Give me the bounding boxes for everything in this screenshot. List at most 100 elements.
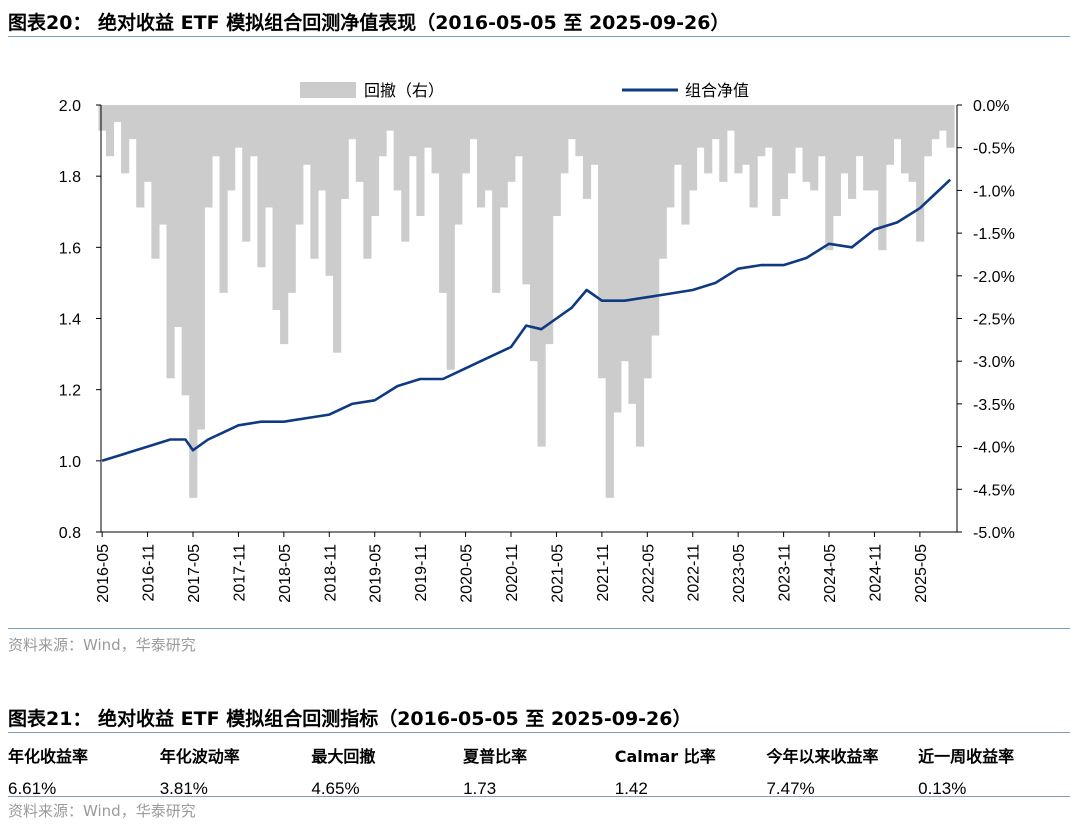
drawdown-bar — [476, 105, 486, 208]
x-tick-label: 2017-11 — [231, 544, 248, 602]
drawdown-bar — [401, 105, 410, 242]
drawdown-bar — [658, 105, 667, 259]
drawdown-bar — [98, 105, 107, 131]
y-left-tick-label: 0.8 — [59, 525, 81, 542]
drawdown-bar — [386, 105, 395, 131]
drawdown-bar — [310, 105, 319, 259]
drawdown-bar — [196, 105, 205, 430]
x-tick-label: 2020-11 — [504, 544, 521, 602]
drawdown-bar — [757, 105, 766, 157]
drawdown-bar — [681, 105, 690, 225]
drawdown-bar — [787, 105, 796, 174]
metric-value: 3.81% — [159, 779, 208, 798]
drawdown-bar — [514, 105, 523, 157]
source-rule-21 — [8, 796, 1070, 797]
drawdown-bar — [136, 105, 145, 208]
drawdown-bar — [393, 105, 402, 191]
drawdown-bar — [537, 105, 546, 447]
drawdown-bar — [174, 105, 183, 328]
drawdown-bar — [847, 105, 857, 199]
drawdown-bar — [643, 105, 652, 379]
metric-header: 近一周收益率 — [918, 747, 1015, 766]
y-right-tick-label: 0.0% — [973, 98, 1009, 115]
drawdown-bar — [704, 105, 713, 174]
drawdown-bar — [287, 105, 296, 293]
drawdown-bar — [302, 105, 311, 165]
legend: 回撤（右） 组合净值 — [300, 81, 749, 100]
drawdown-bar — [227, 105, 236, 191]
x-tick-label: 2019-05 — [368, 544, 385, 603]
y-left-tick-label: 1.6 — [59, 240, 81, 257]
x-tick-label: 2021-05 — [549, 544, 566, 603]
legend-drawdown-swatch — [300, 82, 356, 98]
legend-nav-label: 组合净值 — [685, 81, 749, 100]
drawdown-bar — [408, 105, 417, 157]
drawdown-bar — [151, 105, 160, 259]
y-right-tick-label: -2.5% — [973, 312, 1015, 329]
metric-value: 1.42 — [614, 779, 648, 798]
drawdown-bar — [370, 105, 380, 217]
drawdown-bar — [317, 105, 327, 191]
drawdown-bar — [295, 105, 304, 225]
x-tick-label: 2016-11 — [141, 544, 158, 602]
drawdown-bar — [416, 105, 425, 217]
drawdown-bar — [143, 105, 152, 182]
drawdown-bar — [582, 105, 592, 199]
drawdown-bar — [234, 105, 243, 148]
drawdown-bar — [499, 105, 508, 208]
drawdown-bar — [666, 105, 675, 208]
drawdown-bar — [840, 105, 849, 174]
y-right-tick-label: -3.0% — [973, 354, 1015, 371]
drawdown-bar — [628, 105, 637, 404]
y-right-tick-label: -0.5% — [973, 141, 1015, 158]
drawdown-bar — [726, 105, 735, 131]
metric-value: 4.65% — [311, 779, 360, 798]
drawdown-bar — [673, 105, 682, 165]
drawdown-bar — [711, 105, 720, 140]
y-left-tick-label: 1.8 — [59, 169, 81, 186]
drawdown-bar — [916, 105, 925, 242]
x-tick-label: 2025-05 — [913, 544, 930, 603]
drawdown-bar — [779, 105, 788, 199]
drawdown-bar — [885, 105, 894, 165]
drawdown-bar — [832, 105, 841, 217]
x-tick-label: 2022-05 — [640, 544, 657, 603]
drawdown-bar — [810, 105, 819, 191]
nav-line-layer — [101, 178, 952, 463]
metric-value: 7.47% — [766, 779, 815, 798]
nav-drawdown-chart: 0.8 1.0 1.2 1.4 1.6 1.8 2.0 0.0% -0.5% -1.0% -1.5%… — [59, 81, 1015, 603]
drawdown-bar — [158, 105, 168, 225]
drawdown-bar — [719, 105, 728, 182]
y-right-tick-label: -4.5% — [973, 482, 1015, 499]
drawdown-bar — [878, 105, 887, 251]
drawdown-bar — [439, 105, 448, 293]
x-tick-label: 2024-05 — [822, 544, 839, 603]
legend-drawdown-label: 回撤（右） — [364, 81, 444, 100]
drawdown-bar — [272, 105, 281, 310]
figure-20-title: 图表20： 绝对收益 ETF 模拟组合回测净值表现（2016-05-05 至 2… — [8, 12, 730, 34]
y-right-tick-label: -1.5% — [973, 226, 1015, 243]
drawdown-bar — [333, 105, 342, 353]
drawdown-bar — [575, 105, 584, 157]
drawdown-bar — [204, 105, 213, 208]
x-tick-label: 2018-05 — [277, 544, 294, 603]
y-left-tick-label: 2.0 — [59, 98, 81, 115]
drawdown-bar — [507, 105, 516, 182]
drawdown-bar — [121, 105, 130, 174]
drawdown-bar — [280, 105, 289, 345]
drawdown-bar — [522, 105, 531, 285]
title-rule-20 — [8, 36, 1070, 37]
drawdown-bar — [598, 105, 607, 379]
y-left-tick-label: 1.4 — [59, 312, 81, 329]
drawdown-bar — [855, 105, 864, 157]
drawdown-bar — [189, 105, 198, 498]
drawdown-bar — [545, 105, 554, 345]
x-tick-label: 2023-11 — [777, 544, 794, 602]
drawdown-bar — [863, 105, 872, 191]
drawdown-bar — [249, 105, 258, 157]
drawdown-bar — [635, 105, 645, 447]
metric-header: Calmar 比率 — [614, 747, 716, 766]
drawdown-bar — [529, 105, 539, 362]
figure-21-source: 资料来源：Wind，华泰研究 — [8, 802, 196, 820]
drawdown-bar — [454, 105, 463, 225]
